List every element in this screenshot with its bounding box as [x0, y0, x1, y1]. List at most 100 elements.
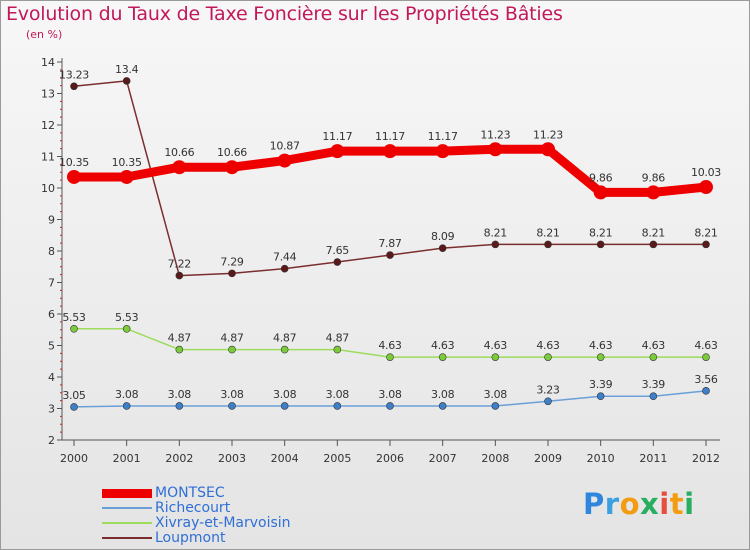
data-point-loupmont: [228, 269, 236, 278]
legend-swatch: [102, 537, 152, 539]
data-label-loupmont: 7.65: [326, 244, 350, 257]
data-label-montsec: 10.66: [164, 146, 194, 159]
data-label-xivray-et-marvoisin: 4.87: [273, 332, 297, 345]
legend-label: Richecourt: [155, 500, 231, 516]
data-point-loupmont: [386, 251, 394, 259]
data-label-richecourt: 3.08: [168, 388, 192, 401]
data-point-xivray-et-marvoisin: [228, 345, 236, 354]
data-label-xivray-et-marvoisin: 5.53: [115, 311, 139, 324]
data-point-loupmont: [544, 240, 552, 249]
data-point-richecourt: [280, 402, 289, 410]
data-label-loupmont: 8.21: [589, 226, 612, 239]
y-tick-label: 6: [48, 308, 55, 321]
data-point-loupmont: [70, 82, 78, 91]
data-point-richecourt: [649, 392, 658, 401]
data-label-xivray-et-marvoisin: 4.63: [694, 339, 718, 352]
data-label-loupmont: 7.22: [168, 258, 191, 271]
data-point-montsec: [330, 144, 345, 159]
x-tick-label: 2003: [218, 452, 246, 465]
data-point-xivray-et-marvoisin: [702, 353, 710, 361]
y-tick-label: 7: [48, 277, 55, 290]
data-label-richecourt: 3.08: [273, 388, 297, 401]
y-tick-label: 12: [41, 119, 55, 132]
y-tick-label: 10: [41, 182, 55, 195]
y-tick-label: 11: [41, 151, 55, 164]
y-tick-label: 8: [48, 245, 55, 258]
x-tick-label: 2012: [692, 452, 720, 465]
logo-letter: r: [604, 487, 620, 521]
data-label-richecourt: 3.23: [536, 383, 560, 396]
x-tick-label: 2011: [639, 452, 667, 465]
data-label-richecourt: 3.08: [378, 388, 402, 401]
data-point-xivray-et-marvoisin: [175, 345, 184, 354]
data-point-montsec: [383, 144, 397, 159]
data-label-richecourt: 3.08: [220, 388, 244, 401]
x-tick-label: 2009: [534, 452, 562, 465]
data-point-montsec: [225, 160, 239, 175]
y-tick-label: 3: [48, 403, 55, 416]
logo-letter: i: [659, 487, 670, 521]
data-label-xivray-et-marvoisin: 4.87: [326, 332, 350, 345]
data-label-loupmont: 7.29: [220, 255, 244, 268]
data-point-richecourt: [228, 402, 236, 410]
data-label-richecourt: 3.08: [326, 388, 350, 401]
data-point-xivray-et-marvoisin: [438, 353, 447, 361]
legend-label: Xivray-et-Marvoisin: [155, 515, 291, 531]
data-label-loupmont: 7.87: [378, 237, 402, 250]
data-point-richecourt: [491, 402, 500, 410]
data-point-xivray-et-marvoisin: [122, 325, 131, 333]
data-point-richecourt: [333, 402, 342, 410]
y-unit-label: (en %): [26, 28, 63, 41]
y-tick-label: 9: [48, 214, 55, 227]
data-point-loupmont: [596, 240, 605, 249]
legend-label: Loupmont: [155, 530, 226, 546]
chart-title: Evolution du Taux de Taxe Foncière sur l…: [6, 3, 563, 25]
data-label-montsec: 10.66: [217, 146, 247, 159]
data-point-richecourt: [122, 402, 131, 410]
data-point-montsec: [67, 169, 81, 184]
data-label-loupmont: 13.4: [115, 63, 139, 76]
proxiti-logo: Proxiti: [583, 487, 695, 521]
data-label-xivray-et-marvoisin: 4.63: [484, 339, 508, 352]
data-label-loupmont: 8.21: [484, 226, 507, 239]
data-point-richecourt: [386, 402, 394, 410]
data-point-richecourt: [438, 402, 447, 410]
logo-letter: P: [583, 487, 605, 521]
data-point-xivray-et-marvoisin: [544, 353, 552, 361]
logo-letter: i: [684, 487, 695, 521]
logo-letter: x: [640, 487, 660, 521]
logo-letter: o: [619, 487, 641, 521]
y-tick-label: 5: [48, 340, 55, 353]
x-tick-label: 2008: [481, 452, 509, 465]
data-point-montsec: [593, 185, 608, 200]
data-label-richecourt: 3.05: [62, 389, 86, 402]
data-label-loupmont: 8.21: [642, 226, 665, 239]
y-tick-label: 14: [41, 56, 55, 69]
data-point-montsec: [277, 153, 292, 168]
data-point-montsec: [646, 185, 661, 200]
data-label-xivray-et-marvoisin: 4.63: [431, 339, 455, 352]
data-point-xivray-et-marvoisin: [386, 353, 394, 361]
data-point-loupmont: [491, 240, 500, 249]
data-label-xivray-et-marvoisin: 4.87: [220, 332, 244, 345]
x-tick-label: 2002: [165, 452, 193, 465]
x-tick-label: 2000: [60, 452, 88, 465]
data-label-loupmont: 8.21: [694, 226, 717, 239]
x-tick-label: 2005: [323, 452, 351, 465]
data-label-loupmont: 13.23: [59, 68, 89, 81]
data-point-xivray-et-marvoisin: [649, 353, 658, 361]
data-point-montsec: [172, 160, 187, 175]
data-point-loupmont: [438, 244, 447, 252]
data-point-loupmont: [333, 258, 342, 266]
data-label-montsec: 10.35: [59, 156, 89, 169]
data-point-montsec: [541, 142, 555, 157]
data-point-richecourt: [596, 392, 605, 401]
data-label-xivray-et-marvoisin: 5.53: [62, 311, 86, 324]
data-label-xivray-et-marvoisin: 4.63: [589, 339, 613, 352]
data-label-loupmont: 8.21: [536, 226, 559, 239]
legend-swatch: [102, 507, 152, 509]
x-tick-label: 2006: [376, 452, 404, 465]
data-label-xivray-et-marvoisin: 4.63: [378, 339, 402, 352]
data-label-montsec: 9.86: [642, 171, 666, 184]
